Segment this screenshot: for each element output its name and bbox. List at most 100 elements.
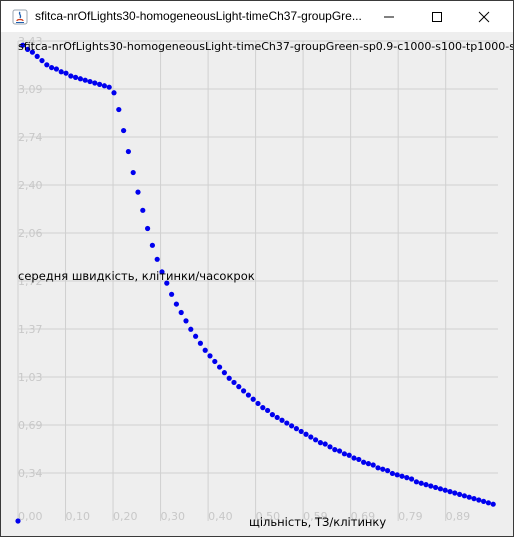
data-point <box>197 340 203 346</box>
data-point <box>202 347 208 353</box>
x-tick-label: 0,69 <box>351 510 376 523</box>
data-point <box>356 456 362 463</box>
data-point <box>269 412 275 418</box>
data-point <box>476 497 482 503</box>
data-point <box>351 455 357 461</box>
data-point <box>457 491 463 498</box>
data-point <box>327 444 333 450</box>
y-tick-label: 0,69 <box>18 419 43 432</box>
y-tick-label: 2,06 <box>18 227 43 240</box>
data-point <box>121 127 127 134</box>
data-point <box>221 370 227 376</box>
data-point <box>173 301 179 307</box>
window-title: sfitca-nrOfLights30-homogeneousLight-tim… <box>35 9 362 23</box>
data-point <box>58 69 64 75</box>
data-point <box>87 78 93 85</box>
x-tick-label: 0,50 <box>256 510 281 523</box>
data-point <box>34 53 40 59</box>
x-tick-label: 0,10 <box>66 510 91 523</box>
minimize-button[interactable] <box>366 1 412 32</box>
data-point <box>385 468 391 474</box>
data-point <box>442 487 448 493</box>
data-point <box>433 484 439 491</box>
java-icon <box>12 9 28 25</box>
data-point <box>130 169 136 176</box>
close-button[interactable] <box>461 1 507 32</box>
data-point <box>346 452 352 458</box>
x-tick-label: 0,89 <box>446 510 471 523</box>
data-point <box>217 364 223 370</box>
data-point <box>29 49 35 55</box>
data-point <box>145 225 151 232</box>
data-point <box>169 291 175 297</box>
data-point <box>461 493 467 499</box>
x-tick-label: 0,79 <box>398 510 423 523</box>
data-point <box>164 280 170 286</box>
data-point <box>178 309 184 316</box>
title-bar[interactable]: sfitca-nrOfLights30-homogeneousLight-tim… <box>1 1 513 32</box>
data-point <box>260 405 266 411</box>
data-point <box>245 392 251 398</box>
close-icon <box>478 11 490 23</box>
data-point <box>226 375 232 381</box>
data-point <box>188 326 194 332</box>
data-point <box>140 207 146 213</box>
maximize-button[interactable] <box>414 1 460 32</box>
data-point <box>423 482 429 488</box>
data-point <box>63 70 69 76</box>
data-point <box>341 451 347 457</box>
data-point <box>207 353 213 359</box>
data-point <box>106 84 112 90</box>
data-point <box>265 407 271 414</box>
data-point <box>274 414 280 421</box>
data-point <box>409 476 415 482</box>
x-tick-label: 0,40 <box>208 510 233 523</box>
data-point <box>437 486 443 492</box>
chart-panel: 0,34 0,69 1,03 1,37 1,72 2,06 2,40 2,74 3,09 3,43… <box>1 32 513 536</box>
data-point <box>82 77 88 83</box>
data-point <box>97 81 103 87</box>
data-point <box>193 333 199 339</box>
data-point <box>149 242 155 248</box>
x-tick-label: 0,30 <box>161 510 186 523</box>
data-point <box>317 440 323 446</box>
data-point <box>337 448 343 454</box>
maximize-icon <box>432 12 442 22</box>
data-point <box>399 473 405 479</box>
y-tick-label: 0,34 <box>18 467 43 480</box>
x-tick-label: 0,59 <box>303 510 328 523</box>
data-point <box>250 396 256 402</box>
y-axis-label: середня швидкість, клітинки/часокрок <box>18 269 255 283</box>
data-point <box>183 318 189 324</box>
data-point <box>471 496 477 502</box>
data-point <box>53 66 60 72</box>
minimize-icon <box>384 16 394 18</box>
data-point <box>135 189 141 195</box>
data-point <box>101 83 107 89</box>
data-point <box>44 62 50 68</box>
y-tick-label: 1,37 <box>18 323 43 336</box>
data-point <box>116 106 122 113</box>
data-point <box>241 388 247 394</box>
data-point <box>255 400 261 407</box>
data-point <box>289 423 295 429</box>
data-point <box>322 441 328 447</box>
data-point <box>73 74 79 80</box>
data-point <box>236 384 242 390</box>
data-point <box>49 64 55 71</box>
data-point <box>212 358 218 365</box>
data-point <box>154 256 160 262</box>
y-tick-label: 1,03 <box>18 371 43 384</box>
data-point <box>111 90 117 96</box>
data-point <box>298 428 304 435</box>
data-point <box>20 42 26 48</box>
data-point <box>231 379 237 386</box>
x-tick-label: 0,00 <box>18 510 43 523</box>
data-point <box>428 483 434 489</box>
data-point <box>293 426 299 432</box>
data-point <box>394 472 400 478</box>
data-point <box>313 437 319 443</box>
data-point <box>466 494 472 500</box>
data-point <box>380 466 386 472</box>
x-axis-label: щільність, ТЗ/клітинку <box>249 515 386 529</box>
